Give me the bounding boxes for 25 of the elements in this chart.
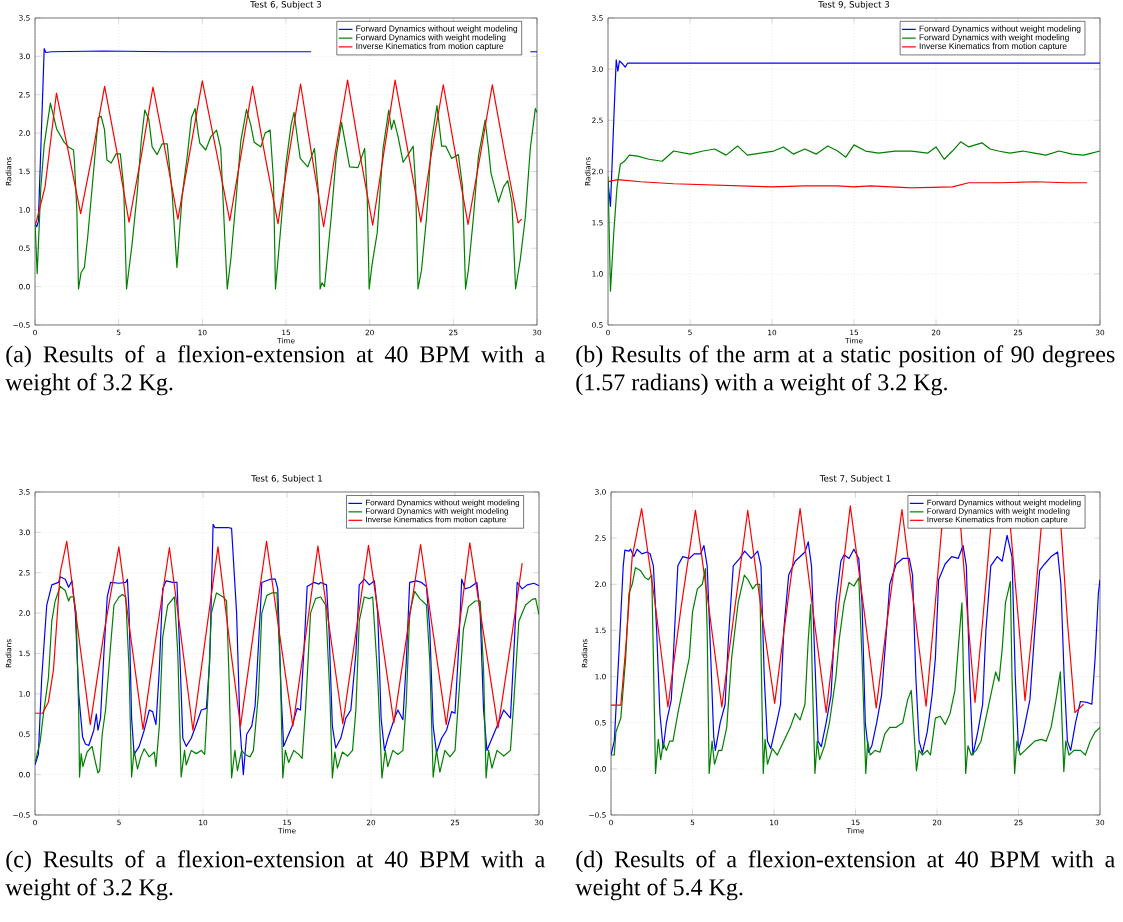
legend-label: Inverse Kinematics from motion capture [356, 42, 504, 51]
legend-label: Forward Dynamics with weight modeling [356, 34, 506, 42]
text: (b) Results of the arm at a static position of 90 degrees (1.57 radians) with a weight of 3.2 Kg. [576, 345, 1115, 396]
legend-label: Inverse Kinematics from motion capture [927, 516, 1068, 524]
text: (d) Results of a flexion-extension at 40 BPM with a weight of 5.4 Kg. [575, 850, 1115, 901]
chart-title: Test 6, Subject 1 [251, 474, 322, 484]
legend-label: Forward Dynamics with weight modeling [919, 34, 1069, 42]
line-series [35, 79, 523, 228]
chart-title: Test 7, Subject 1 [819, 474, 891, 484]
line-series [35, 540, 523, 731]
legend-label: Inverse Kinematics from motion capture [366, 516, 506, 524]
text: (c) Results of a flexion-extension at 40 BPM with a weight of 3.2 Kg. [5, 850, 545, 901]
legend-label: Forward Dynamics with weight modeling [927, 507, 1070, 516]
chart-title: Test 6, Subject 3 [250, 0, 322, 10]
legend-label: Forward Dynamics without weight modeling [919, 25, 1081, 34]
legend-label: Forward Dynamics without weight modeling [365, 499, 520, 507]
legend-label: Inverse Kinematics from motion capture [919, 42, 1067, 51]
line-series [35, 585, 540, 779]
line-series [35, 102, 537, 290]
legend-label: Forward Dynamics without weight modeling [356, 25, 518, 34]
chart-title: Test 9, Subject 3 [818, 0, 890, 10]
text: (a) Results of a flexion-extension at 40 BPM with a weight of 3.2 Kg. [5, 345, 545, 396]
legend-label: Forward Dynamics without weight modeling [927, 499, 1081, 507]
legend-label: Forward Dynamics with weight modeling [365, 507, 508, 516]
line-series [608, 141, 1101, 292]
